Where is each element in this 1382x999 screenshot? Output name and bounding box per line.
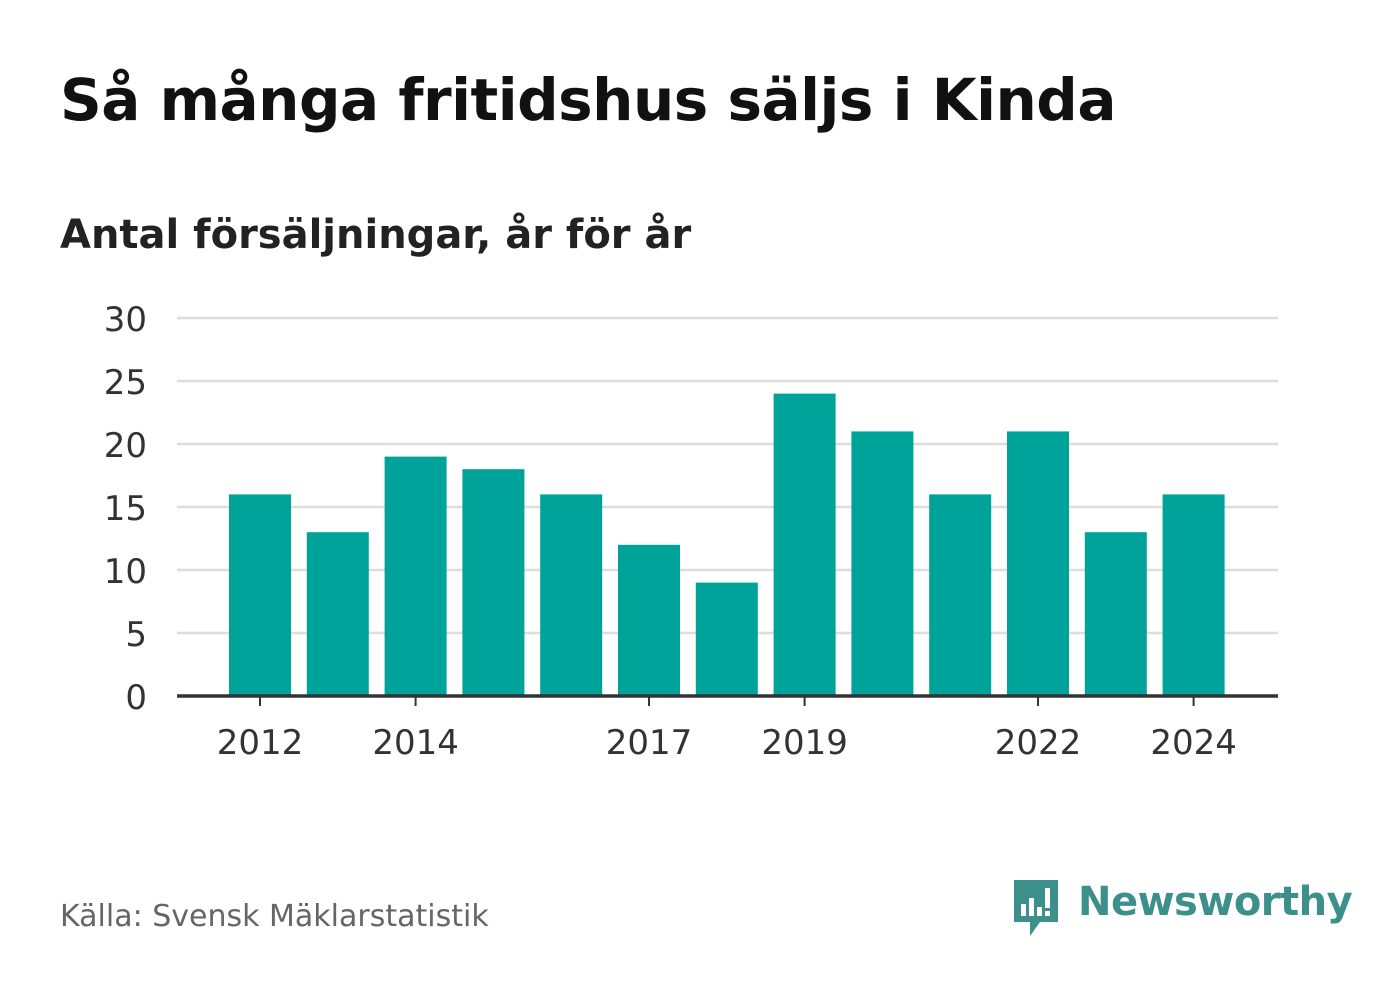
x-axis-ticks: 2012 2014 2017 2019 2022 2024 [217, 696, 1237, 763]
x-tick-label: 2019 [761, 723, 848, 763]
y-tick-label: 10 [104, 552, 147, 592]
y-tick-label: 25 [104, 363, 147, 403]
bar [851, 431, 914, 696]
x-tick-label: 2024 [1150, 723, 1237, 763]
newsworthy-logo-icon [1014, 880, 1058, 936]
source-note: Källa: Svensk Mäklarstatistik [60, 899, 489, 934]
x-tick-label: 2014 [372, 723, 459, 763]
y-tick-label: 20 [104, 426, 147, 466]
bar [618, 544, 680, 696]
y-tick-label: 5 [125, 615, 147, 655]
bars [229, 393, 1225, 696]
x-tick-label: 2017 [606, 723, 693, 763]
y-tick-label: 0 [125, 678, 147, 718]
chart-subtitle: Antal försäljningar, år för år [60, 212, 692, 258]
bar [384, 456, 447, 696]
bar [1162, 494, 1225, 696]
chart-title: Så många fritidshus säljs i Kinda [60, 66, 1116, 134]
bar [773, 393, 836, 696]
bar [306, 532, 369, 696]
bar [1007, 431, 1069, 696]
bar [695, 582, 758, 696]
bar [462, 469, 525, 696]
x-tick-label: 2022 [995, 723, 1082, 763]
y-axis-ticks: 0 5 10 15 20 25 30 [104, 300, 147, 718]
x-tick-label: 2012 [217, 723, 304, 763]
bar [540, 494, 603, 696]
brand-name: Newsworthy [1078, 879, 1353, 925]
y-tick-label: 15 [104, 489, 147, 529]
brand[interactable]: Newsworthy [1010, 878, 1353, 940]
bar [229, 494, 291, 696]
y-tick-label: 30 [104, 300, 147, 340]
bar [929, 494, 992, 696]
bar [1084, 532, 1147, 696]
